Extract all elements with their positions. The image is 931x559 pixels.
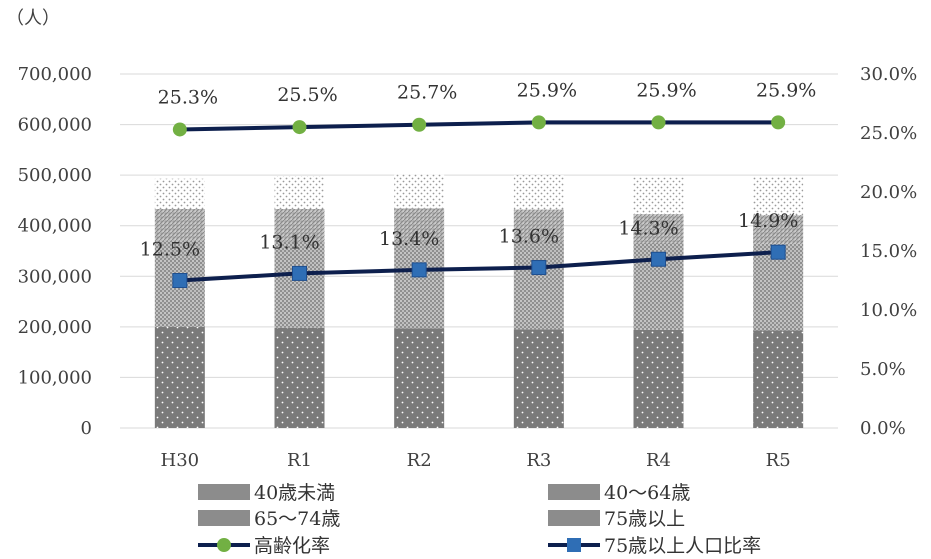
bar-segment — [394, 328, 445, 428]
data-label: 14.3% — [618, 217, 678, 239]
line-marker — [531, 115, 546, 130]
y-right-tick-label: 25.0% — [860, 123, 917, 144]
legend-label: 75歳以上人口比率 — [604, 535, 761, 557]
data-label: 25.7% — [397, 82, 457, 104]
y-right-tick-label: 5.0% — [860, 359, 906, 380]
y-left-tick-label: 200,000 — [18, 317, 92, 338]
x-tick-label: H30 — [161, 450, 200, 471]
x-tick-label: R3 — [526, 450, 551, 471]
y-left-tick-label: 400,000 — [18, 216, 92, 237]
data-label: 12.5% — [140, 239, 200, 261]
y-right-tick-label: 10.0% — [860, 300, 917, 321]
bar-segment — [513, 175, 564, 210]
line-marker — [172, 122, 187, 137]
legend-swatch — [198, 510, 250, 526]
legend-label: 高齢化率 — [254, 535, 330, 557]
y-left-tick-label: 100,000 — [18, 367, 92, 388]
legend-label: 40〜64歳 — [604, 482, 690, 504]
bar-segment — [513, 329, 564, 428]
data-label: 25.9% — [756, 79, 816, 101]
y-left-tick-label: 700,000 — [18, 64, 92, 85]
y-left-tick-label: 300,000 — [18, 266, 92, 287]
bar-segment — [274, 209, 325, 242]
y-right-tick-label: 15.0% — [860, 241, 917, 262]
line-marker — [651, 115, 666, 130]
bar-segment — [633, 329, 684, 428]
y-left-tick-label: 500,000 — [18, 165, 92, 186]
line-marker — [292, 120, 307, 135]
legend-swatch — [198, 484, 250, 500]
legend-label: 40歳未満 — [254, 482, 335, 504]
bar-segment — [154, 326, 205, 428]
x-tick-label: R2 — [407, 450, 432, 471]
data-label: 13.1% — [259, 231, 319, 253]
data-label: 13.4% — [379, 228, 439, 250]
line-marker — [531, 260, 547, 276]
y-right-tick-label: 0.0% — [860, 418, 906, 439]
y-right-tick-label: 30.0% — [860, 64, 917, 85]
line-marker — [172, 273, 188, 288]
x-tick-label: R4 — [646, 450, 671, 471]
data-label: 25.5% — [277, 84, 337, 106]
bar-segment — [753, 330, 804, 428]
y-left-tick-label: 0 — [81, 418, 92, 439]
bar-segment — [753, 215, 804, 244]
legend-swatch — [548, 510, 600, 526]
legend-swatch — [548, 484, 600, 500]
bar-segment — [513, 241, 564, 330]
legend-label: 65〜74歳 — [254, 508, 340, 530]
bar-segment — [154, 178, 205, 210]
bars — [154, 174, 804, 428]
line-marker — [292, 265, 307, 281]
y-right-tick-label: 20.0% — [860, 182, 917, 203]
bar-segment — [274, 176, 325, 210]
y-axis-unit-label: （人） — [6, 8, 60, 29]
bar-segment — [633, 214, 684, 243]
series-line — [179, 250, 779, 283]
bar-segment — [394, 174, 445, 209]
bar-segment — [633, 177, 684, 215]
bar-segment — [274, 327, 325, 428]
line-marker — [770, 244, 786, 260]
data-label: 25.9% — [517, 79, 577, 101]
line-marker — [411, 262, 427, 278]
series-line — [179, 120, 779, 132]
line-marker — [651, 251, 666, 267]
bar-segment — [154, 209, 205, 241]
bar-segment — [753, 177, 804, 216]
bar-segment — [394, 208, 445, 242]
bar-segment — [394, 241, 445, 329]
line-marker — [412, 117, 427, 132]
x-tick-label: R1 — [287, 450, 312, 471]
legend-label: 75歳以上 — [604, 508, 685, 530]
line-marker — [771, 115, 786, 130]
legend-marker — [567, 538, 581, 552]
data-label: 25.9% — [636, 79, 696, 101]
x-tick-label: R5 — [766, 450, 791, 471]
tick-labels: 0 100,000 200,000 300,000 400,000 500,000 600,… — [18, 64, 918, 471]
bar-segment — [274, 241, 325, 328]
lines: 25.3% 25.5% 25.7% 25.9% 25.9% 25.9% 12.5% 13.1%… — [140, 79, 816, 288]
legend-marker — [217, 538, 231, 552]
y-left-tick-label: 600,000 — [18, 115, 92, 136]
data-label: 14.9% — [738, 210, 798, 232]
data-label: 13.6% — [499, 226, 559, 248]
data-label: 25.3% — [158, 86, 218, 108]
bar-segment — [513, 209, 564, 242]
